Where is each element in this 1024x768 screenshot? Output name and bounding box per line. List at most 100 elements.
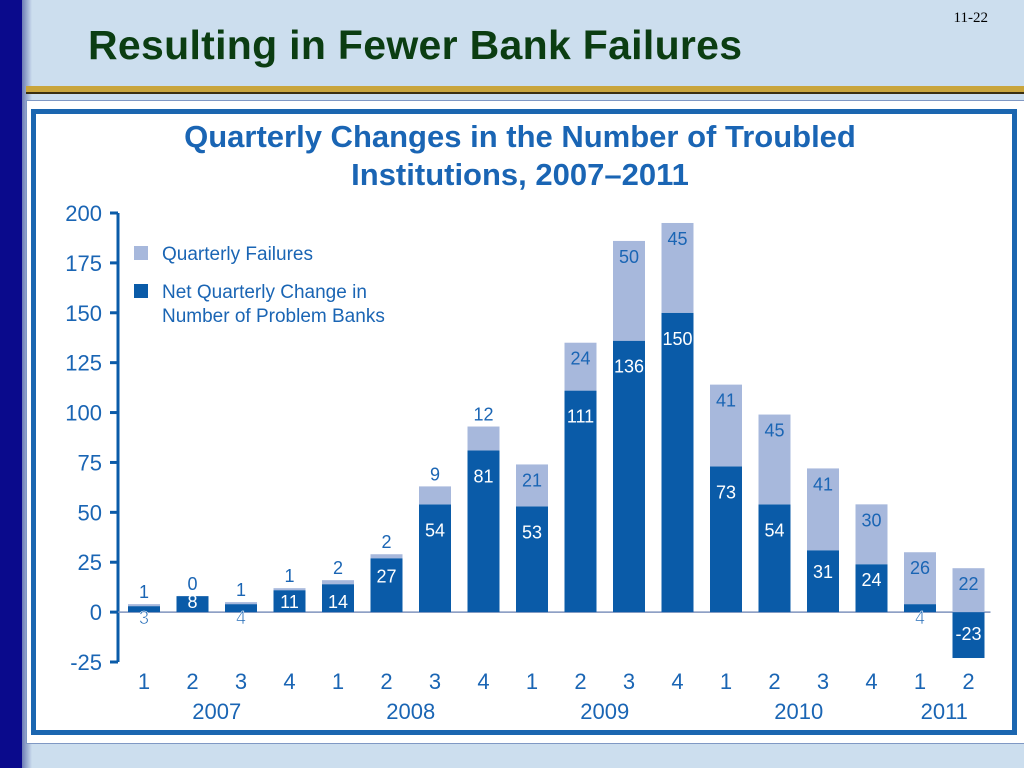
failures-bar — [273, 588, 306, 591]
failures-data-label: 1 — [236, 580, 246, 600]
failures-data-label: 22 — [958, 574, 978, 594]
failures-bar — [370, 554, 403, 559]
legend-label-net-change: Net Quarterly Change in — [162, 282, 367, 303]
failures-bar — [322, 580, 354, 585]
failures-data-label: 21 — [522, 470, 542, 490]
x-tick-label: 3 — [235, 669, 247, 694]
net-change-bar — [564, 390, 597, 613]
net-change-bar — [855, 564, 888, 613]
y-tick-label: -25 — [70, 650, 102, 675]
net-change-bar — [613, 340, 645, 613]
net-change-data-label: 111 — [567, 407, 594, 427]
net-change-bar — [467, 450, 500, 613]
net-change-data-label: 81 — [473, 466, 493, 486]
legend-label-net-change: Number of Problem Banks — [162, 306, 385, 327]
net-change-data-label: 14 — [328, 592, 348, 612]
net-change-data-label: -23 — [955, 624, 981, 644]
year-group-label: 2011 — [921, 699, 968, 724]
y-tick-label: 175 — [65, 251, 102, 276]
title-rule-gold — [26, 86, 1024, 92]
failures-bar — [225, 602, 257, 605]
x-tick-label: 4 — [671, 669, 683, 694]
net-change-data-label: 31 — [813, 562, 833, 582]
legend-label-failures: Quarterly Failures — [162, 244, 313, 265]
net-change-data-label: 27 — [376, 566, 396, 586]
page-number: 11-22 — [953, 10, 988, 26]
failures-bar — [516, 464, 548, 507]
net-change-bar — [904, 604, 936, 613]
y-tick-label: 125 — [65, 351, 102, 376]
net-change-data-label: 136 — [614, 357, 644, 377]
failures-data-label: 41 — [716, 391, 736, 411]
x-tick-label: 4 — [865, 669, 877, 694]
x-tick-label: 4 — [283, 669, 295, 694]
failures-data-label: 0 — [187, 574, 197, 594]
failures-data-label: 9 — [430, 464, 440, 484]
failures-data-label: 45 — [764, 421, 784, 441]
x-tick-label: 2 — [186, 669, 198, 694]
x-tick-label: 2 — [380, 669, 392, 694]
net-change-bar — [807, 550, 839, 613]
failures-data-label: 1 — [284, 566, 294, 586]
title-rule-dark — [26, 92, 1024, 94]
failures-bar — [467, 426, 500, 451]
failures-data-label: 1 — [139, 582, 149, 602]
y-tick-label: 75 — [78, 450, 102, 475]
chart-frame — [31, 109, 1017, 735]
net-change-bar — [661, 312, 694, 613]
failures-data-label: 30 — [861, 510, 881, 530]
net-change-data-label: 4 — [236, 608, 246, 628]
legend-swatch-failures — [134, 246, 148, 260]
year-group-label: 2009 — [580, 699, 629, 724]
net-change-data-label: 150 — [662, 329, 692, 349]
net-change-data-label: 24 — [861, 570, 881, 590]
y-tick-label: 100 — [65, 401, 102, 426]
failures-data-label: 26 — [910, 558, 930, 578]
failures-bar — [613, 240, 645, 341]
x-tick-label: 1 — [332, 669, 344, 694]
failures-bar — [419, 486, 451, 505]
net-change-data-label: 73 — [716, 482, 736, 502]
x-tick-label: 1 — [138, 669, 150, 694]
net-change-data-label: 3 — [139, 608, 149, 628]
left-accent-bar — [0, 0, 22, 768]
legend-swatch-net-change — [134, 284, 148, 298]
slide-title: Resulting in Fewer Bank Failures — [88, 22, 743, 68]
y-tick-label: 150 — [65, 301, 102, 326]
y-tick-label: 0 — [90, 600, 102, 625]
failures-data-label: 2 — [333, 558, 343, 578]
x-tick-label: 4 — [477, 669, 489, 694]
failures-bar — [904, 552, 936, 605]
net-change-bar — [516, 506, 548, 613]
y-tick-label: 50 — [78, 500, 102, 525]
net-change-bar — [710, 466, 742, 613]
x-tick-label: 1 — [914, 669, 926, 694]
failures-data-label: 50 — [619, 247, 639, 267]
chart-title-line: Quarterly Changes in the Number of Troub… — [184, 119, 856, 154]
x-tick-label: 1 — [526, 669, 538, 694]
net-change-data-label: 54 — [425, 520, 445, 540]
y-tick-label: 25 — [78, 550, 102, 575]
net-change-data-label: 4 — [915, 608, 925, 628]
failures-bar — [807, 468, 839, 551]
x-tick-label: 3 — [429, 669, 441, 694]
failures-bar — [855, 504, 888, 565]
x-tick-label: 3 — [623, 669, 635, 694]
year-group-label: 2007 — [192, 699, 241, 724]
failures-bar — [758, 414, 791, 505]
chart-title-line: Institutions, 2007–2011 — [351, 157, 689, 192]
failures-bar — [710, 384, 742, 467]
x-tick-label: 2 — [962, 669, 974, 694]
failures-data-label: 24 — [570, 349, 590, 369]
x-tick-label: 1 — [720, 669, 732, 694]
failures-data-label: 2 — [381, 532, 391, 552]
net-change-bar — [370, 558, 403, 613]
net-change-bar — [419, 504, 451, 613]
net-change-data-label: 54 — [764, 520, 784, 540]
net-change-bar — [273, 590, 306, 613]
net-change-bar — [952, 612, 985, 659]
failures-data-label: 41 — [813, 474, 833, 494]
net-change-data-label: 11 — [280, 592, 299, 612]
net-change-bar — [225, 604, 257, 613]
